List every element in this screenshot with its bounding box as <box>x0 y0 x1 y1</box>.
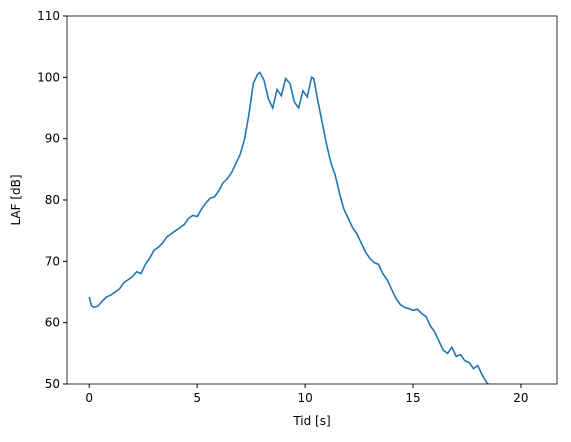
data-line <box>88 71 490 384</box>
x-axis-label: Tid [s] <box>292 414 330 428</box>
y-tick-label: 70 <box>45 254 60 268</box>
y-tick-label: 100 <box>37 70 60 84</box>
y-tick-label: 80 <box>45 193 60 207</box>
x-tick-label: 20 <box>513 391 528 405</box>
y-tick-label: 110 <box>37 9 60 23</box>
x-tick-label: 15 <box>405 391 420 405</box>
y-tick-label: 60 <box>45 316 60 330</box>
y-tick-label: 90 <box>45 132 60 146</box>
x-tick-label: 0 <box>85 391 93 405</box>
x-tick-label: 5 <box>193 391 201 405</box>
x-tick-label: 10 <box>297 391 312 405</box>
y-axis-label: LAF [dB] <box>9 174 23 225</box>
y-tick-label: 50 <box>45 377 60 391</box>
plot-frame <box>66 15 558 385</box>
